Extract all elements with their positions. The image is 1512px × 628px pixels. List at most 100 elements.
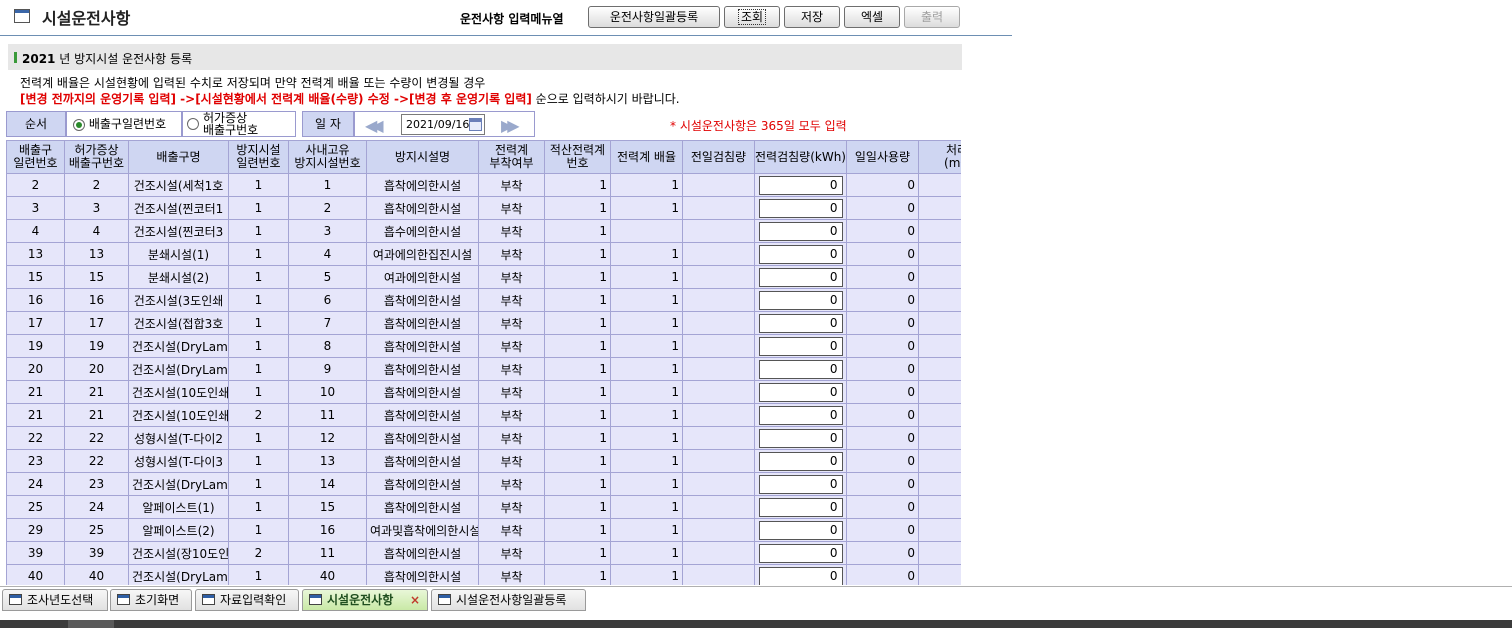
- power-reading-field[interactable]: 0: [758, 359, 843, 379]
- save-button[interactable]: 저장: [784, 6, 840, 28]
- print-button[interactable]: 출력: [904, 6, 960, 28]
- emission-no-cell: 21: [6, 380, 65, 404]
- next-date-icon[interactable]: ▶▶: [501, 116, 519, 135]
- meter-attached-cell: 부착: [478, 495, 545, 519]
- search-button[interactable]: 조회: [724, 6, 780, 28]
- inhouse-no-cell: 9: [288, 357, 367, 381]
- capacity-cell: 100.0: [918, 173, 961, 197]
- power-reading-field[interactable]: 0: [758, 198, 843, 218]
- meter-no-cell: 1: [544, 196, 611, 220]
- inhouse-no-cell: 11: [288, 541, 367, 565]
- bulk-register-button[interactable]: 운전사항일괄등록: [588, 6, 720, 28]
- meter-attached-cell: 부착: [478, 288, 545, 312]
- facility-name-cell: 흡착에의한시설: [366, 196, 479, 220]
- meter-attached-cell: 부착: [478, 472, 545, 496]
- power-reading-field[interactable]: 0: [758, 451, 843, 471]
- power-reading-field[interactable]: 0: [758, 267, 843, 287]
- meter-ratio-cell: 1: [610, 242, 683, 266]
- tab-data-check[interactable]: 자료입력확인: [195, 589, 299, 611]
- power-reading-field[interactable]: 0: [758, 336, 843, 356]
- radio-permit-order[interactable]: 허가증상 배출구번호: [182, 111, 296, 137]
- emission-no-cell: 20: [6, 357, 65, 381]
- facility-no-cell: 1: [228, 288, 289, 312]
- bulk-register-label: 운전사항일괄등록: [609, 10, 699, 24]
- tab-home[interactable]: 초기화면: [110, 589, 192, 611]
- tab-label: 시설운전사항일괄등록: [456, 593, 567, 607]
- permit-no-cell: 3: [64, 196, 129, 220]
- power-reading-field[interactable]: 0: [758, 405, 843, 425]
- power-reading-field[interactable]: 0: [758, 428, 843, 448]
- date-value: 2021/09/16: [406, 118, 470, 131]
- radio-unchecked-icon[interactable]: [187, 118, 199, 130]
- meter-attached-cell: 부착: [478, 518, 545, 542]
- prev-date-icon[interactable]: ◀◀: [365, 116, 383, 135]
- emission-no-cell: 21: [6, 403, 65, 427]
- meter-attached-cell: 부착: [478, 334, 545, 358]
- meter-attached-cell: 부착: [478, 242, 545, 266]
- power-reading-field[interactable]: 0: [758, 382, 843, 402]
- power-reading-field[interactable]: 0: [758, 497, 843, 517]
- power-reading-field[interactable]: 0: [758, 221, 843, 241]
- column-header: 전일검침량: [682, 140, 755, 174]
- tab-bulk-register[interactable]: 시설운전사항일괄등록: [431, 589, 586, 611]
- tab-facility-operation[interactable]: 시설운전사항 ×: [302, 589, 428, 611]
- excel-button[interactable]: 엑셀: [844, 6, 900, 28]
- capacity-cell: 5.00: [918, 518, 961, 542]
- emission-name-cell: 성형시설(T-다이2: [128, 426, 229, 450]
- power-reading-field[interactable]: 0: [758, 290, 843, 310]
- emission-no-cell: 2: [6, 173, 65, 197]
- meter-attached-cell: 부착: [478, 564, 545, 585]
- emission-name-cell: 건조시설(3도인쇄: [128, 288, 229, 312]
- power-reading-input: 0: [754, 495, 847, 519]
- power-reading-field[interactable]: 0: [758, 520, 843, 540]
- emission-no-cell: 40: [6, 564, 65, 585]
- power-reading-input: 0: [754, 288, 847, 312]
- print-label: 출력: [920, 10, 944, 24]
- power-reading-field[interactable]: 0: [758, 474, 843, 494]
- prev-reading-cell: [682, 541, 755, 565]
- tab-survey-year[interactable]: 조사년도선택: [2, 589, 108, 611]
- emission-no-cell: 22: [6, 426, 65, 450]
- radio-emission-order[interactable]: 배출구일련번호: [66, 111, 182, 137]
- close-tab-icon[interactable]: ×: [409, 593, 420, 607]
- required-note: * 시설운전사항은 365일 모두 입력: [670, 119, 847, 133]
- daily-usage-cell: 0: [846, 426, 919, 450]
- date-picker: ◀◀ 2021/09/16 ▶▶: [354, 111, 535, 137]
- meter-ratio-cell: 1: [610, 265, 683, 289]
- prev-reading-cell: [682, 288, 755, 312]
- table-body: 22건조시설(세척1호11흡착에의한시설부착1100100.033건조시설(찐코…: [6, 173, 961, 585]
- power-reading-field[interactable]: 0: [758, 175, 843, 195]
- radio-checked-icon[interactable]: [73, 118, 85, 131]
- meter-no-cell: 1: [544, 173, 611, 197]
- power-reading-field[interactable]: 0: [758, 244, 843, 264]
- capacity-cell: 250.0: [918, 357, 961, 381]
- calendar-icon[interactable]: [469, 118, 482, 131]
- power-reading-field[interactable]: 0: [758, 543, 843, 563]
- date-input[interactable]: 2021/09/16: [401, 114, 485, 135]
- power-reading-field[interactable]: 0: [758, 566, 843, 585]
- tab-label: 시설운전사항: [327, 593, 394, 607]
- power-reading-field[interactable]: 0: [758, 313, 843, 333]
- daily-usage-cell: 0: [846, 265, 919, 289]
- capacity-cell: 30.0: [918, 242, 961, 266]
- prev-reading-cell: [682, 518, 755, 542]
- capacity-cell: 100.0: [918, 495, 961, 519]
